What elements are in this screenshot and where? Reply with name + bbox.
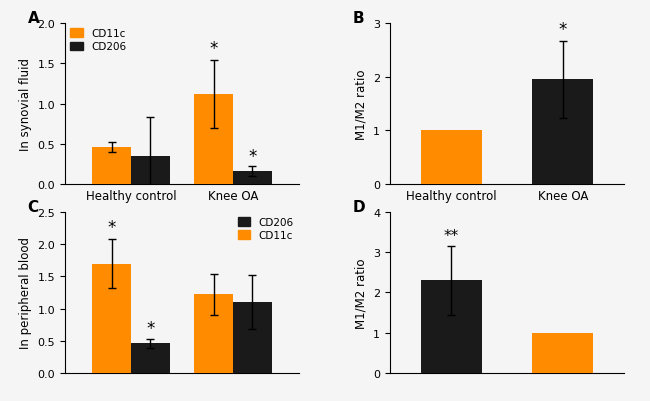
- Y-axis label: M1/M2 ratio: M1/M2 ratio: [355, 69, 368, 140]
- Bar: [131, 156, 170, 184]
- Bar: [131, 343, 170, 373]
- Bar: [421, 281, 482, 373]
- Y-axis label: M1/M2 ratio: M1/M2 ratio: [355, 257, 368, 328]
- Text: D: D: [352, 200, 365, 215]
- Text: *: *: [209, 40, 218, 58]
- Bar: [421, 131, 482, 184]
- Bar: [92, 148, 131, 184]
- Legend: CD206, CD11c: CD206, CD11c: [238, 218, 294, 241]
- Bar: [532, 80, 593, 184]
- Text: *: *: [558, 20, 567, 38]
- Bar: [233, 172, 272, 184]
- Text: *: *: [108, 218, 116, 236]
- Text: **: **: [444, 229, 459, 243]
- Bar: [233, 302, 272, 373]
- Text: B: B: [352, 11, 364, 26]
- Bar: [194, 295, 233, 373]
- Bar: [92, 264, 131, 373]
- Text: C: C: [27, 200, 39, 215]
- Y-axis label: In peripheral blood: In peripheral blood: [19, 237, 32, 348]
- Bar: [532, 333, 593, 373]
- Y-axis label: In synovial fluid: In synovial fluid: [19, 58, 32, 151]
- Text: A: A: [27, 11, 39, 26]
- Text: *: *: [146, 319, 155, 337]
- Legend: CD11c, CD206: CD11c, CD206: [70, 29, 126, 52]
- Text: *: *: [248, 147, 256, 165]
- Bar: [194, 95, 233, 184]
